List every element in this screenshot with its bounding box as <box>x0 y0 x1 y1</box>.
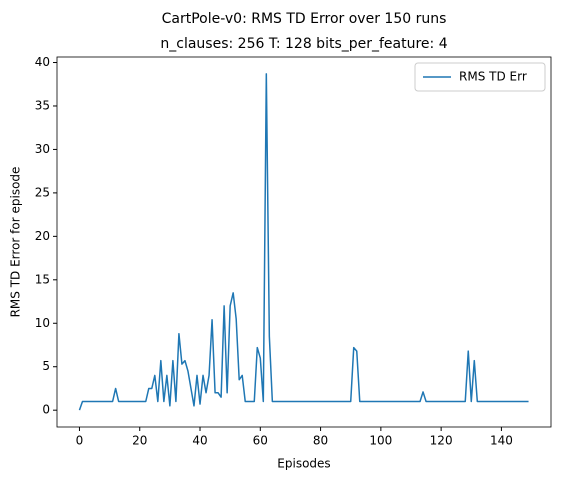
y-tick-label: 25 <box>35 185 50 199</box>
legend-box <box>414 62 546 92</box>
line <box>78 73 529 411</box>
y-tick-label: 20 <box>35 229 50 243</box>
x-tick-label: 40 <box>192 434 207 448</box>
y-tick-label: 10 <box>35 316 50 330</box>
x-tick-label: 20 <box>132 434 147 448</box>
x-tick-label: 100 <box>369 434 392 448</box>
y-tick-label: 30 <box>35 142 50 156</box>
x-tick-label: 80 <box>313 434 328 448</box>
y-tick-label: 5 <box>42 359 50 373</box>
x-tick-label: 0 <box>76 434 84 448</box>
x-axis-label: Episodes <box>277 457 330 471</box>
plot-frame <box>56 56 552 428</box>
y-axis-label: RMS TD Error for episode <box>9 167 23 318</box>
chart-title: n_clauses: 256 T: 128 bits_per_feature: … <box>160 36 447 52</box>
y-tick-label: 15 <box>35 272 50 286</box>
y-tick-label: 0 <box>42 403 50 417</box>
y-tick-label: 40 <box>35 55 50 69</box>
y-tick-label: 35 <box>35 98 50 112</box>
legend-label: RMS TD Err <box>459 70 527 84</box>
x-tick-label: 60 <box>253 434 268 448</box>
x-tick-label: 120 <box>430 434 453 448</box>
suptitle: CartPole-v0: RMS TD Error over 150 runs <box>162 11 447 27</box>
x-tick-label: 140 <box>490 434 513 448</box>
